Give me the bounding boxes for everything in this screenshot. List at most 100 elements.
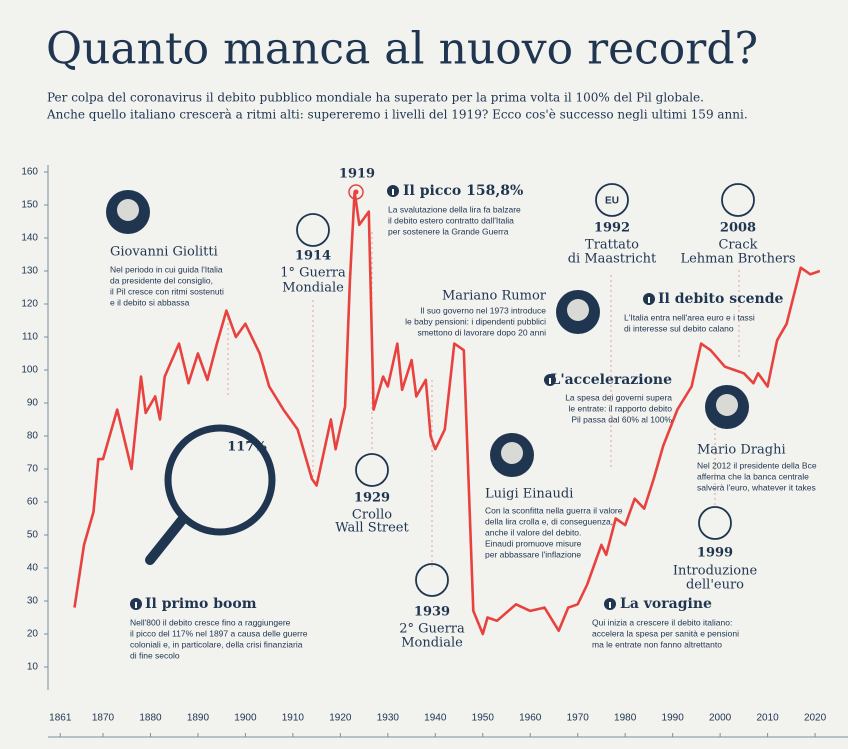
x-tick-label: 2020 [804, 713, 827, 724]
annotation-text: di interesse sul debito calano [624, 323, 734, 333]
info-icon-bar [549, 378, 551, 384]
icon [415, 563, 449, 597]
annotation-text: Nel periodo in cui guida l'Italia [110, 264, 223, 274]
annotation-text: di fine secolo [130, 650, 180, 660]
annotation-text: Crack [718, 238, 757, 253]
x-tick-label: 1910 [282, 713, 305, 724]
annotation-heading: Luigi Einaudi [485, 487, 573, 502]
y-tick-label: 50 [27, 530, 39, 541]
x-tick-label: 1940 [424, 713, 447, 724]
icon [296, 213, 330, 247]
title: Quanto manca al nuovo record? [46, 24, 758, 75]
annotation-heading: 1929 [354, 491, 390, 506]
annotation-text: di Maastricht [568, 252, 657, 267]
icon-label: EU [605, 196, 619, 207]
annotation-text: Einaudi promuove misure [485, 538, 582, 548]
annotation-text: per abbassare l'inflazione [485, 549, 581, 559]
annotation-text: dell'euro [686, 578, 744, 593]
annotation-text: della lira crolla e, di conseguenza, [485, 516, 613, 526]
annotation-heading: Giovanni Giolitti [110, 245, 218, 260]
annotation-text: il debito estero contratto dall'Italia [388, 215, 514, 225]
y-tick-label: 40 [27, 563, 39, 574]
annotation-text: smettono di lavorare dopo 20 anni [417, 327, 546, 337]
info-icon-bar [392, 189, 394, 195]
portrait-face [117, 199, 139, 221]
y-tick-label: 20 [27, 629, 39, 640]
portrait-face [567, 299, 589, 321]
y-tick-label: 70 [27, 464, 39, 475]
x-tick-label: 1930 [377, 713, 400, 724]
y-tick-label: 100 [21, 365, 38, 376]
x-tick-label: 1880 [139, 713, 162, 724]
annotation-heading: Mariano Rumor [442, 289, 547, 304]
portrait-face [716, 394, 738, 416]
annotation-text: Con la sconfitta nella guerra il valore [485, 505, 623, 515]
annotation-text: L'Italia entra nell'area euro e i tassi [624, 312, 755, 322]
y-tick-label: 10 [27, 662, 39, 673]
annotation-heading: 117% [227, 440, 267, 455]
y-tick-label: 80 [27, 431, 39, 442]
annotation-heading: L'accelerazione [550, 372, 672, 388]
x-tick-label: 2000 [709, 713, 732, 724]
annotation-text: da presidente del consiglio, [110, 275, 213, 285]
x-tick-label: 1920 [329, 713, 352, 724]
annotation-text: le baby pensioni: i dipendenti pubblici [405, 316, 546, 326]
x-tick-label: 1870 [92, 713, 115, 724]
annotation-heading: 1992 [594, 221, 630, 236]
annotation-heading: Mario Draghi [697, 443, 786, 458]
annotation-text: Crollo [352, 508, 392, 523]
annotation-text: La svalutazione della lira fa balzare [388, 204, 521, 214]
annotation-text: afferma che la banca centrale [697, 471, 809, 481]
y-tick-label: 120 [21, 299, 38, 310]
annotation-heading: 1919 [339, 167, 375, 182]
annotation-heading: 1939 [414, 605, 450, 620]
annotation-heading: 2008 [720, 221, 756, 236]
x-tick-label: 1970 [567, 713, 590, 724]
annotation-text: il Pil cresce con ritmi sostenuti [110, 286, 224, 296]
annotation-text: Pil passa dal 60% al 100% [571, 414, 672, 424]
y-tick-label: 140 [21, 233, 38, 244]
icon [595, 183, 629, 217]
x-tick-label: 1990 [662, 713, 685, 724]
annotation-heading: La voragine [620, 596, 712, 612]
annotation-heading: 1999 [697, 546, 733, 561]
info-icon-bar [648, 297, 650, 303]
y-tick-label: 130 [21, 266, 38, 277]
annotation-text: Nel 2012 il presidente della Bce [697, 460, 817, 470]
lens [164, 424, 276, 536]
y-tick-label: 60 [27, 497, 39, 508]
annotation-text: Mondiale [282, 281, 344, 296]
annotation-text: 1° Guerra [280, 266, 346, 281]
annotation-text: anche il valore del debito. [485, 527, 581, 537]
subtitle: Per colpa del coronavirus il debito pubb… [47, 91, 704, 105]
annotation-text: accelera la spesa per sanità e pensioni [592, 628, 739, 638]
x-tick-label: 1900 [234, 713, 257, 724]
info-icon-bar [609, 602, 611, 608]
annotation-text: ma le entrate non fanno altrettanto [592, 639, 722, 649]
subtitle: Anche quello italiano crescerà a ritmi a… [46, 108, 748, 122]
peak-marker [348, 184, 364, 200]
annotation-text: per sostenere la Grande Guerra [388, 226, 509, 236]
annotation-text: le entrate: il rapporto debito [569, 403, 673, 413]
portrait-face [501, 442, 523, 464]
y-tick-label: 160 [21, 167, 38, 178]
info-icon-bar [135, 602, 137, 608]
annotation-text: e il debito si abbassa [110, 297, 190, 307]
magnifier [145, 424, 276, 565]
annotation-text: 2° Guerra [399, 622, 465, 637]
annotation-heading: Il picco 158,8% [403, 183, 523, 199]
annotation-text: Trattato [585, 238, 639, 253]
y-tick-label: 150 [21, 200, 38, 211]
annotation-text: il picco del 117% nel 1897 a causa delle… [130, 628, 308, 638]
annotation-text: Qui inizia a crescere il debito italiano… [592, 617, 732, 627]
annotation-text: Lehman Brothers [680, 252, 795, 267]
annotation-text: Wall Street [335, 521, 409, 536]
annotation-heading: 1914 [295, 249, 331, 264]
x-tick-label: 1950 [472, 713, 495, 724]
annotation-text: coloniali e, in particolare, della crisi… [130, 639, 303, 649]
x-tick-label: 1980 [614, 713, 637, 724]
icon [355, 453, 389, 487]
annotation-text: Il suo governo nel 1973 introduce [420, 305, 546, 315]
